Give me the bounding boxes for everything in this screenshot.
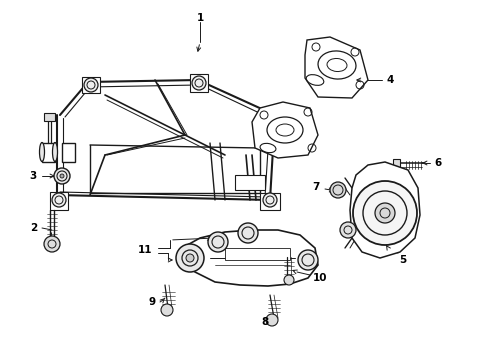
Polygon shape [82, 77, 100, 93]
Circle shape [352, 181, 416, 245]
Text: 9: 9 [148, 297, 155, 307]
Text: 7: 7 [312, 182, 319, 192]
Polygon shape [50, 192, 68, 210]
Circle shape [329, 182, 346, 198]
Polygon shape [392, 159, 399, 171]
Polygon shape [44, 113, 55, 121]
Text: 10: 10 [312, 273, 326, 283]
Text: 3: 3 [29, 171, 37, 181]
Polygon shape [251, 102, 317, 158]
Circle shape [185, 254, 194, 262]
Text: 6: 6 [433, 158, 441, 168]
Circle shape [84, 78, 98, 92]
Circle shape [176, 244, 203, 272]
Text: 5: 5 [399, 255, 406, 265]
Circle shape [54, 168, 70, 184]
Text: 1: 1 [196, 13, 203, 23]
Circle shape [297, 250, 317, 270]
Polygon shape [62, 143, 75, 162]
Circle shape [339, 222, 355, 238]
Polygon shape [182, 230, 317, 286]
Circle shape [44, 236, 60, 252]
Polygon shape [349, 162, 419, 258]
Polygon shape [42, 143, 55, 162]
Text: 2: 2 [30, 223, 38, 233]
Polygon shape [305, 37, 367, 98]
Circle shape [60, 174, 64, 178]
Circle shape [238, 223, 258, 243]
Text: 11: 11 [138, 245, 152, 255]
Circle shape [284, 275, 293, 285]
Text: 8: 8 [261, 317, 268, 327]
Text: 4: 4 [386, 75, 393, 85]
Ellipse shape [52, 143, 58, 162]
Ellipse shape [40, 143, 44, 162]
Polygon shape [260, 193, 280, 210]
Circle shape [52, 193, 66, 207]
Circle shape [265, 314, 278, 326]
Circle shape [263, 193, 276, 207]
Circle shape [192, 76, 205, 90]
Circle shape [207, 232, 227, 252]
Polygon shape [190, 74, 207, 92]
Circle shape [161, 304, 173, 316]
Polygon shape [235, 175, 264, 190]
Circle shape [374, 203, 394, 223]
Polygon shape [224, 248, 289, 260]
